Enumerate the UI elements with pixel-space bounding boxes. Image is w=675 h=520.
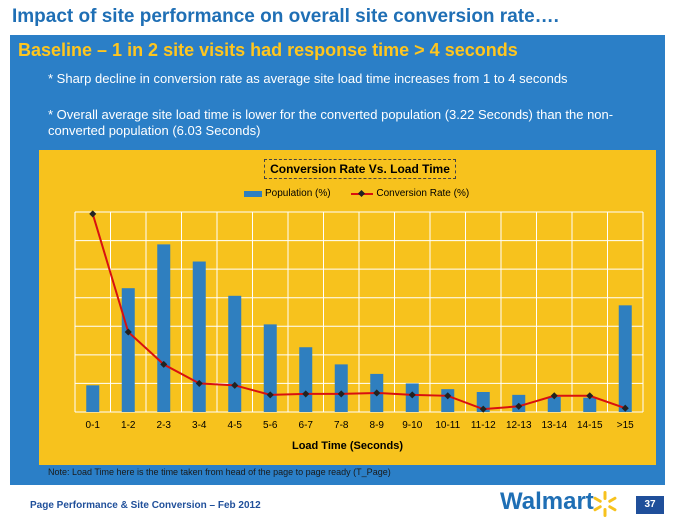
x-tick-label: 11-12 bbox=[471, 420, 496, 431]
walmart-logo: Walmart bbox=[500, 488, 594, 515]
bar bbox=[121, 288, 135, 412]
bullet-2: * Overall average site load time is lowe… bbox=[48, 107, 614, 138]
x-tick-label: 9-10 bbox=[402, 420, 422, 431]
legend-conversion: Conversion Rate (%) bbox=[376, 188, 470, 199]
bar bbox=[618, 305, 632, 412]
x-tick-label: 12-13 bbox=[506, 420, 532, 431]
chart-legend: Population (%) Conversion Rate (%) bbox=[244, 188, 469, 199]
x-axis-label: Load Time (Seconds) bbox=[291, 440, 404, 452]
x-tick-label: 8-9 bbox=[370, 420, 385, 431]
x-tick-label: 1-2 bbox=[121, 420, 136, 431]
line-point bbox=[89, 210, 97, 218]
bar bbox=[157, 244, 171, 412]
line-point bbox=[160, 360, 168, 368]
subtitle: Baseline – 1 in 2 site visits had respon… bbox=[18, 40, 518, 60]
x-tick-label: 3-4 bbox=[192, 420, 207, 431]
conversion-line bbox=[91, 213, 626, 411]
x-tick-label: 13-14 bbox=[541, 420, 567, 431]
line-point bbox=[515, 402, 523, 410]
bar bbox=[547, 396, 561, 412]
line-point bbox=[373, 389, 381, 397]
legend-population: Population (%) bbox=[265, 188, 331, 199]
legend-bar-swatch bbox=[244, 190, 262, 197]
line-point bbox=[444, 392, 452, 400]
x-tick-label: 14-15 bbox=[577, 420, 603, 431]
content-panel: Baseline – 1 in 2 site visits had respon… bbox=[10, 35, 665, 485]
x-tick-label: 2-3 bbox=[157, 420, 172, 431]
line-point bbox=[550, 392, 558, 400]
page-number: 37 bbox=[636, 496, 664, 514]
line-point bbox=[231, 381, 239, 389]
line-point bbox=[621, 404, 629, 412]
bar bbox=[228, 295, 242, 412]
bar bbox=[334, 364, 348, 412]
footnote: Note: Load Time here is the time taken f… bbox=[48, 467, 391, 477]
line-point bbox=[266, 391, 274, 399]
bar bbox=[263, 324, 277, 412]
x-tick-label: 4-5 bbox=[228, 420, 243, 431]
bar bbox=[299, 347, 313, 412]
line-point bbox=[124, 328, 132, 336]
bar bbox=[192, 261, 206, 412]
x-tick-label: 10-11 bbox=[435, 420, 460, 431]
x-tick-label: 6-7 bbox=[299, 420, 314, 431]
spark-icon bbox=[593, 491, 617, 517]
bar bbox=[86, 385, 100, 412]
x-tick-label: >15 bbox=[617, 420, 634, 431]
line-point bbox=[408, 391, 416, 399]
line-point bbox=[337, 390, 345, 398]
line-point bbox=[586, 392, 594, 400]
line-point bbox=[479, 405, 487, 413]
legend-line-swatch bbox=[351, 192, 374, 195]
line-point bbox=[302, 390, 310, 398]
bullet-1: * Sharp decline in conversion rate as av… bbox=[48, 71, 568, 86]
slide-title: Impact of site performance on overall si… bbox=[12, 6, 559, 27]
line-point bbox=[195, 379, 203, 387]
footer-text: Page Performance & Site Conversion – Feb… bbox=[30, 500, 261, 511]
chart-plot: 0-1 1-2 2-3 3-4 4-5 5-6 6-7 7-8 8-9 9-10 10-11 11-1… bbox=[74, 210, 644, 431]
chart-area: Conversion Rate Vs. Load Time Population… bbox=[39, 150, 656, 465]
bar bbox=[583, 397, 597, 412]
x-tick-label: 0-1 bbox=[86, 420, 101, 431]
x-tick-label: 7-8 bbox=[334, 420, 349, 431]
chart-title: Conversion Rate Vs. Load Time bbox=[264, 159, 456, 179]
x-tick-label: 5-6 bbox=[263, 420, 278, 431]
